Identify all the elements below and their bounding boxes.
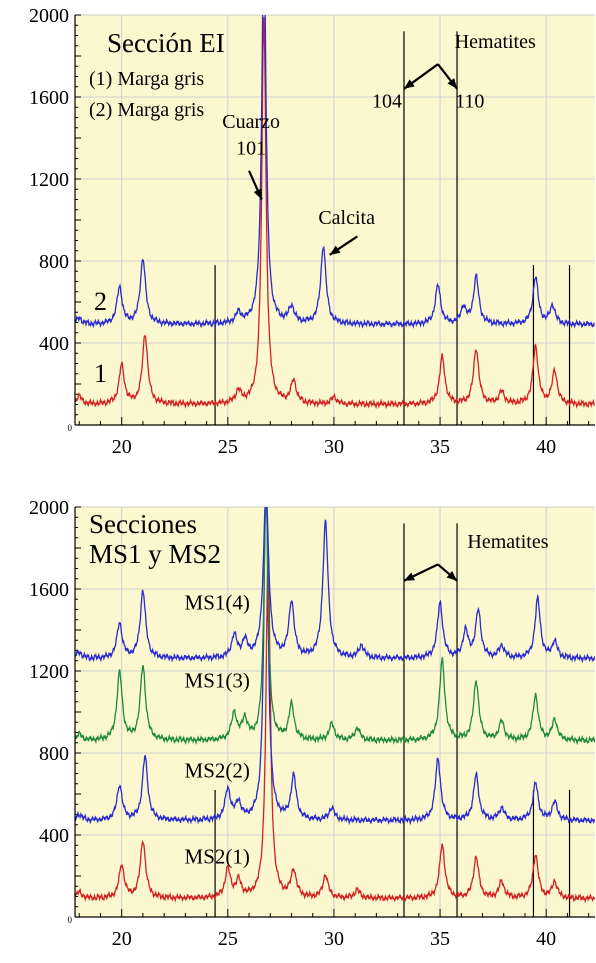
x-tick-label: 25 bbox=[218, 436, 238, 458]
x-tick-label: 30 bbox=[324, 928, 344, 950]
x-tick-label: 40 bbox=[536, 436, 556, 458]
x-tick-label: 35 bbox=[430, 928, 450, 950]
annotation-arrowhead bbox=[253, 188, 262, 200]
plot-background bbox=[75, 15, 595, 425]
x-tick-label: 20 bbox=[112, 928, 132, 950]
annotation: Cuarzo bbox=[222, 111, 280, 133]
plot-background bbox=[75, 507, 595, 917]
annotation-arrowhead bbox=[447, 78, 458, 89]
chart-title: Secciones bbox=[89, 509, 197, 539]
series-line bbox=[75, 507, 595, 664]
annotation: Hematites bbox=[455, 31, 536, 53]
series-line bbox=[75, 15, 595, 329]
legend-entry: (2) Marga gris bbox=[89, 99, 204, 121]
annotation-arrowhead bbox=[329, 245, 341, 255]
series-label: MS2(2) bbox=[185, 759, 250, 783]
series-line bbox=[75, 507, 595, 746]
y-tick-label: 400 bbox=[39, 825, 69, 847]
y-tick-label: 1600 bbox=[29, 579, 69, 601]
chart-title: Sección EI bbox=[107, 28, 225, 58]
annotation: 110 bbox=[455, 90, 484, 112]
series-label: MS1(3) bbox=[185, 668, 250, 692]
x-tick-label: 25 bbox=[218, 928, 238, 950]
series-label: MS1(4) bbox=[185, 591, 250, 615]
series-label: MS2(1) bbox=[185, 845, 250, 869]
y-tick-label: 400 bbox=[39, 333, 69, 355]
legend-entry: (1) Marga gris bbox=[89, 68, 204, 90]
y-tick-label: 2000 bbox=[29, 5, 69, 27]
annotation: 104 bbox=[372, 90, 402, 112]
y-tick-label: 2000 bbox=[29, 497, 69, 519]
annotation: Calcita bbox=[318, 207, 375, 229]
y-tick-label: 800 bbox=[39, 251, 69, 273]
y-zero-tick-label: 0 bbox=[68, 915, 73, 925]
y-tick-label: 1200 bbox=[29, 169, 69, 191]
series-label: 1 bbox=[94, 359, 107, 388]
x-tick-label: 35 bbox=[430, 436, 450, 458]
series-line bbox=[75, 507, 595, 826]
x-tick-label: 30 bbox=[324, 436, 344, 458]
annotation-arrowhead bbox=[403, 79, 415, 89]
x-tick-label: 20 bbox=[112, 436, 132, 458]
annotation: 101 bbox=[236, 137, 266, 159]
annotation-arrowhead bbox=[403, 572, 415, 581]
y-tick-label: 1200 bbox=[29, 661, 69, 683]
chart-title: MS1 y MS2 bbox=[89, 539, 221, 569]
y-zero-tick-label: 0 bbox=[68, 423, 73, 433]
series-line bbox=[75, 547, 595, 904]
series-label: 2 bbox=[94, 287, 107, 316]
y-tick-label: 800 bbox=[39, 743, 69, 765]
x-tick-label: 40 bbox=[536, 928, 556, 950]
series-line bbox=[75, 16, 595, 410]
annotation: Hematites bbox=[467, 531, 548, 553]
y-tick-label: 1600 bbox=[29, 87, 69, 109]
annotation-arrowhead bbox=[446, 570, 458, 581]
